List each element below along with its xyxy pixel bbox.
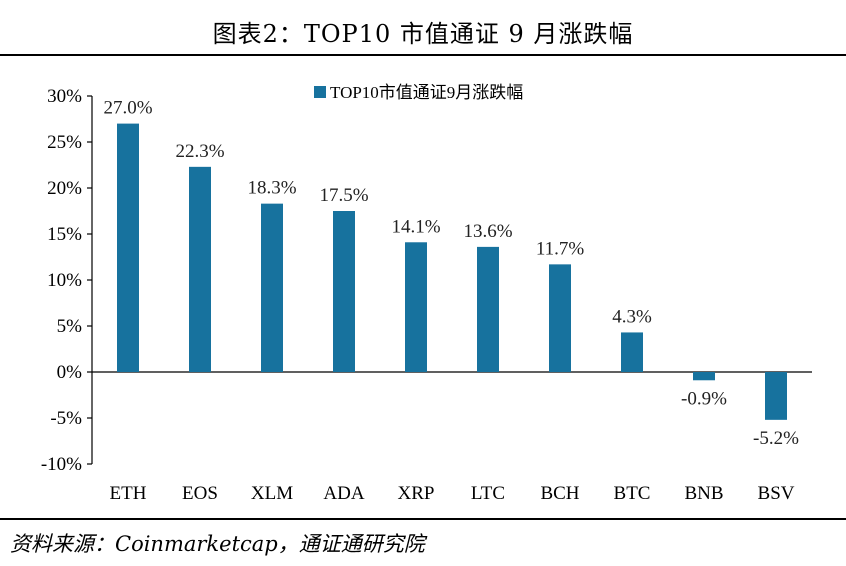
bar-xrp (405, 242, 427, 372)
data-label: -0.9% (681, 388, 727, 409)
y-tick-label: -10% (41, 454, 82, 475)
legend-label: TOP10市值通证9月涨跌幅 (330, 83, 523, 102)
source-note: 资料来源：Coinmarketcap，通证通研究院 (10, 532, 425, 556)
bar-ltc (477, 246, 499, 372)
bar-xlm (261, 203, 283, 372)
data-label: 14.1% (391, 216, 440, 237)
x-tick-label: LTC (471, 483, 505, 504)
bar-ada (333, 211, 355, 372)
axes: 30% 25% 20% 15% 10% 5% 0% -5% -10% (41, 86, 812, 475)
data-label: -5.2% (753, 428, 799, 449)
bar-bch (549, 264, 571, 372)
data-labels: ETH 27.0% EOS 22.3% XLM 18.3% ADA 17.5% XRP 14.1%… (103, 98, 799, 504)
y-tick-label: 10% (47, 270, 82, 291)
x-tick-label: EOS (182, 483, 218, 504)
bars (117, 123, 787, 420)
bar-chart: TOP10市值通证9月涨跌幅 30% 25% 20% 15% 10% 5% 0% -5% -10… (41, 83, 812, 504)
data-label: 13.6% (463, 221, 512, 242)
x-tick-label: BNB (684, 483, 723, 504)
data-label: 22.3% (175, 141, 224, 162)
top-rule (0, 54, 846, 56)
chart-title: 图表2：TOP10 市值通证 9 月涨跌幅 (212, 20, 634, 48)
bar-bnb (693, 372, 715, 381)
y-tick-label: 5% (57, 316, 83, 337)
y-tick-label: 15% (47, 224, 82, 245)
x-tick-label: XLM (251, 483, 293, 504)
x-tick-label: BSV (758, 483, 795, 504)
x-tick-label: BTC (614, 483, 651, 504)
data-label: 11.7% (536, 238, 585, 259)
y-tick-label: -5% (50, 408, 82, 429)
data-label: 18.3% (247, 178, 296, 199)
x-tick-label: BCH (540, 483, 579, 504)
bar-eth (117, 123, 139, 372)
data-label: 27.0% (103, 98, 152, 119)
data-label: 4.3% (612, 306, 652, 327)
y-tick-label: 20% (47, 178, 82, 199)
x-tick-label: ETH (110, 483, 147, 504)
x-tick-label: ADA (323, 483, 364, 504)
bar-btc (621, 332, 643, 372)
y-tick-label: 30% (47, 86, 82, 107)
bar-eos (189, 166, 211, 372)
y-tick-label: 0% (57, 362, 83, 383)
bottom-rule (0, 518, 846, 520)
data-label: 17.5% (319, 185, 368, 206)
legend: TOP10市值通证9月涨跌幅 (314, 83, 523, 102)
bar-bsv (765, 372, 787, 420)
legend-swatch (314, 86, 326, 98)
x-tick-label: XRP (398, 483, 435, 504)
y-tick-label: 25% (47, 132, 82, 153)
